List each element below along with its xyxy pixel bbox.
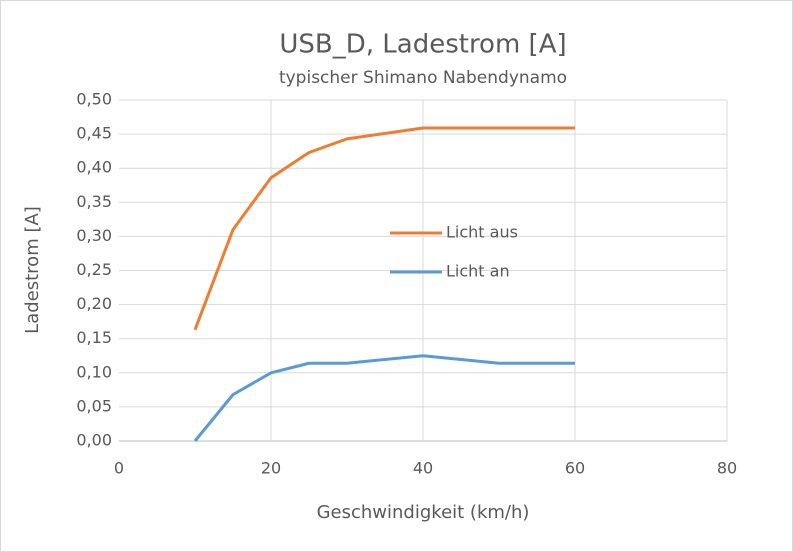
y-tick-label: 0,00: [76, 431, 112, 450]
y-tick-label: 0,35: [76, 192, 112, 211]
y-tick-label: 0,05: [76, 396, 112, 415]
y-tick-label: 0,30: [76, 226, 112, 245]
series-line: [193, 126, 575, 331]
y-tick-label: 0,20: [76, 294, 112, 313]
chart-title: USB_D, Ladestrom [A]: [279, 30, 566, 60]
x-tick-label: 60: [565, 459, 585, 478]
y-tick-label: 0,45: [76, 124, 112, 143]
x-tick-label: 0: [114, 459, 124, 478]
x-tick-label: 80: [717, 459, 737, 478]
y-tick-label: 0,10: [76, 362, 112, 381]
x-axis-label: Geschwindigkeit (km/h): [317, 502, 530, 523]
series-line: [193, 354, 575, 442]
y-tick-label: 0,50: [76, 90, 112, 109]
x-tick-label: 20: [261, 459, 281, 478]
y-tick-label: 0,15: [76, 328, 112, 347]
y-axis-label: Ladestrom [A]: [22, 206, 43, 334]
chart-subtitle: typischer Shimano Nabendynamo: [279, 68, 567, 88]
y-tick-label: 0,40: [76, 158, 112, 177]
legend-label: Licht an: [446, 262, 510, 281]
x-tick-label: 40: [413, 459, 433, 478]
legend-label: Licht aus: [446, 223, 518, 242]
y-tick-label: 0,25: [76, 260, 112, 279]
